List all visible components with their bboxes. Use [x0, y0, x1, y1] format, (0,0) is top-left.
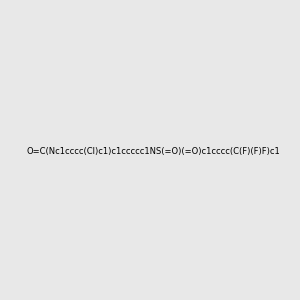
- Text: O=C(Nc1cccc(Cl)c1)c1ccccc1NS(=O)(=O)c1cccc(C(F)(F)F)c1: O=C(Nc1cccc(Cl)c1)c1ccccc1NS(=O)(=O)c1cc…: [27, 147, 280, 156]
